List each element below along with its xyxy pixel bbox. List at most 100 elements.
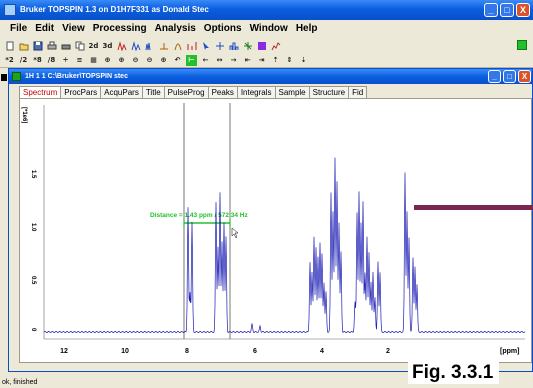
zoom-out2-icon[interactable]: ⊖ — [146, 56, 153, 64]
x-tick-label: 4 — [320, 348, 324, 355]
x-tick-label: 12 — [60, 348, 68, 355]
left-strip — [0, 68, 8, 372]
x-tick-label: 6 — [253, 348, 257, 355]
new-icon[interactable] — [4, 40, 15, 51]
shift-right-icon[interactable]: → — [230, 56, 237, 64]
zoom-region-icon[interactable] — [214, 40, 225, 51]
menu-bar: File Edit View Processing Analysis Optio… — [0, 21, 533, 37]
menu-options[interactable]: Options — [203, 23, 242, 34]
scale-up-2-button[interactable]: *2 — [5, 56, 14, 64]
print2-icon[interactable] — [60, 40, 71, 51]
child-window-controls: _ □ X — [488, 70, 531, 83]
dataset-icon — [12, 72, 21, 81]
pointer-arrow — [414, 205, 533, 210]
color-icon[interactable] — [256, 40, 267, 51]
y-tick-label: 0.5 — [30, 276, 36, 285]
window-title: Bruker TOPSPIN 1.3 on D1H7F331 as Donald… — [20, 5, 209, 14]
tab-structure[interactable]: Structure — [308, 86, 350, 98]
go-right-end-icon[interactable]: ⇥ — [258, 56, 265, 64]
spectrum-plot[interactable]: [*1e6] 1.5 1.0 0.5 0 12 10 8 6 4 2 [ppm] — [19, 98, 532, 363]
menu-edit[interactable]: Edit — [35, 23, 55, 34]
minimize-button[interactable]: _ — [484, 3, 498, 17]
tab-integrals[interactable]: Integrals — [236, 86, 276, 98]
tab-spectrum[interactable]: Spectrum — [19, 86, 62, 98]
main-toolbar: 2d 3d — [0, 38, 533, 53]
reset-intensity-button[interactable]: ÷ — [62, 56, 69, 64]
go-left-end-icon[interactable]: ⇤ — [244, 56, 251, 64]
display-toolbar: *2 /2 *8 /8 ÷ ≡ ▦ ⊕ ⊕ ⊖ ⊖ ⊕ ↶ ⊢ ← ↔ → ⇤ … — [0, 53, 533, 68]
analysis-icon[interactable] — [228, 40, 239, 51]
3d-icon[interactable]: 3d — [102, 41, 113, 50]
figure-caption: Fig. 3.3.1 — [408, 362, 500, 384]
menu-help[interactable]: Help — [295, 23, 318, 34]
spectrum-window: 1H 1 1 C:\Bruker\TOPSPIN stec _ □ X Spec… — [8, 68, 533, 372]
spectrum-canvas[interactable]: [*1e6] 1.5 1.0 0.5 0 12 10 8 6 4 2 [ppm] — [20, 99, 531, 362]
spectrum-trace — [43, 157, 526, 334]
tab-peaks[interactable]: Peaks — [207, 86, 238, 98]
multiplet-icon[interactable] — [144, 40, 155, 51]
x-tick-label: 8 — [185, 348, 189, 355]
app-icon — [4, 4, 16, 16]
y-tick-label: 1.0 — [30, 223, 36, 232]
scale-down-2-button[interactable]: /2 — [19, 56, 28, 64]
menu-window[interactable]: Window — [249, 23, 288, 34]
shift-updown-icon[interactable]: ⇕ — [286, 56, 293, 64]
align-button[interactable]: ≡ — [76, 56, 83, 64]
save-icon[interactable] — [32, 40, 43, 51]
tab-sample[interactable]: Sample — [274, 86, 310, 98]
child-minimize-button[interactable]: _ — [488, 70, 501, 83]
zoom-full-icon[interactable]: ⊕ — [160, 56, 167, 64]
copy-icon[interactable] — [74, 40, 85, 51]
shift-up-icon[interactable]: ⇡ — [272, 56, 279, 64]
tab-title[interactable]: Title — [141, 86, 165, 98]
cursor-icon[interactable] — [200, 40, 211, 51]
expand-icon[interactable]: ↔ — [216, 56, 223, 64]
tab-bar: Spectrum ProcPars AcquPars Title PulsePr… — [19, 86, 368, 98]
peak-pick-icon[interactable] — [116, 40, 127, 51]
zoom-in2-icon[interactable]: ⊕ — [118, 56, 125, 64]
spectrum-window-title: 1H 1 1 C:\Bruker\TOPSPIN stec — [25, 73, 128, 80]
zoom-in-icon[interactable]: ⊕ — [104, 56, 111, 64]
x-tick-label: 2 — [386, 348, 390, 355]
menu-analysis[interactable]: Analysis — [154, 23, 196, 34]
status-bar: ok, finished — [0, 377, 533, 388]
distance-icon[interactable] — [242, 40, 253, 51]
scale-down-8-button[interactable]: /8 — [47, 56, 56, 64]
overlay-button[interactable]: ▦ — [90, 56, 97, 64]
scale-up-8-button[interactable]: *8 — [33, 56, 42, 64]
tab-acqupars[interactable]: AcquPars — [100, 86, 143, 98]
2d-icon[interactable]: 2d — [88, 41, 99, 50]
status-green-icon — [517, 40, 527, 50]
title-bar: Bruker TOPSPIN 1.3 on D1H7F331 as Donald… — [0, 0, 533, 20]
maximize-button[interactable]: □ — [500, 3, 514, 17]
menu-file[interactable]: File — [10, 23, 28, 34]
child-maximize-button[interactable]: □ — [503, 70, 516, 83]
tab-procpars[interactable]: ProcPars — [60, 86, 102, 98]
pin-icon — [1, 74, 7, 81]
ruler-icon[interactable] — [186, 40, 197, 51]
baseline-icon[interactable] — [158, 40, 169, 51]
close-button[interactable]: X — [516, 3, 530, 17]
window-controls: _ □ X — [484, 3, 530, 17]
x-axis-unit: [ppm] — [500, 348, 519, 355]
distance-tool-icon[interactable]: ⊢ — [186, 54, 197, 66]
integrate-icon[interactable] — [130, 40, 141, 51]
zoom-out-icon[interactable]: ⊖ — [132, 56, 139, 64]
tab-pulseprog[interactable]: PulseProg — [163, 86, 209, 98]
tab-fid[interactable]: Fid — [348, 86, 368, 98]
y-axis-unit: [*1e6] — [21, 107, 27, 123]
x-tick-label: 10 — [121, 348, 129, 355]
shift-left-icon[interactable]: ← — [202, 56, 209, 64]
menu-view[interactable]: View — [62, 23, 85, 34]
child-close-button[interactable]: X — [518, 70, 531, 83]
spectrum-window-title-bar: 1H 1 1 C:\Bruker\TOPSPIN stec _ □ X — [9, 69, 532, 84]
open-icon[interactable] — [18, 40, 29, 51]
phase-icon[interactable] — [172, 40, 183, 51]
menu-processing[interactable]: Processing — [92, 23, 147, 34]
print-icon[interactable] — [46, 40, 57, 51]
grid-icon[interactable] — [270, 40, 281, 51]
distance-label: Distance = 1.43 ppm / 572.34 Hz — [150, 212, 248, 219]
shift-down-icon[interactable]: ⇣ — [300, 56, 307, 64]
undo-zoom-icon[interactable]: ↶ — [174, 56, 181, 64]
